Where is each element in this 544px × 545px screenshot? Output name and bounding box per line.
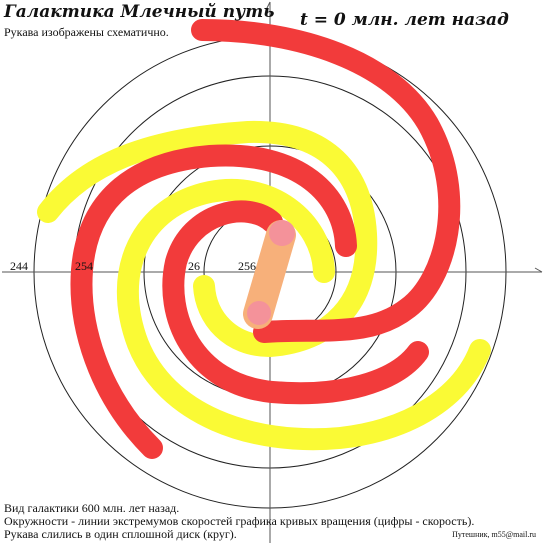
- yellow-spiral-arm: [37, 120, 378, 357]
- caption-block: Вид галактики 600 млн. лет назад. Окружн…: [4, 502, 474, 541]
- bar-tip-top: [269, 220, 295, 246]
- axis-label-254: 254: [75, 259, 93, 273]
- caption-line: Рукава слились в один сплошной диск (кру…: [4, 527, 237, 541]
- red-spiral-arm-3: [162, 200, 429, 405]
- caption-line: Окружности - линии экстремумов скоростей…: [4, 514, 475, 528]
- axis-arrow-right: [534, 267, 543, 273]
- red-spiral-arm-2: [70, 144, 357, 459]
- time-label: t = 0 млн. лет назад: [300, 10, 509, 30]
- axis-label-256: 256: [238, 259, 256, 273]
- axis-label-244: 244: [10, 259, 28, 273]
- axis-arrow-top: [265, 1, 271, 11]
- caption-line: Вид галактики 600 млн. лет назад.: [4, 501, 180, 515]
- red-spiral-arm: [191, 19, 461, 343]
- diagram-title: Галактика Млечный путь: [4, 2, 275, 22]
- yellow-spiral-arm-2: [116, 178, 491, 451]
- schematic-note: Рукава изображены схематично.: [4, 25, 169, 39]
- author-credit: Путешник, m55@mail.ru: [452, 530, 536, 539]
- axis-label-26: 26: [188, 259, 200, 273]
- bar-tip-bottom: [247, 301, 271, 325]
- central-bar: [243, 220, 296, 329]
